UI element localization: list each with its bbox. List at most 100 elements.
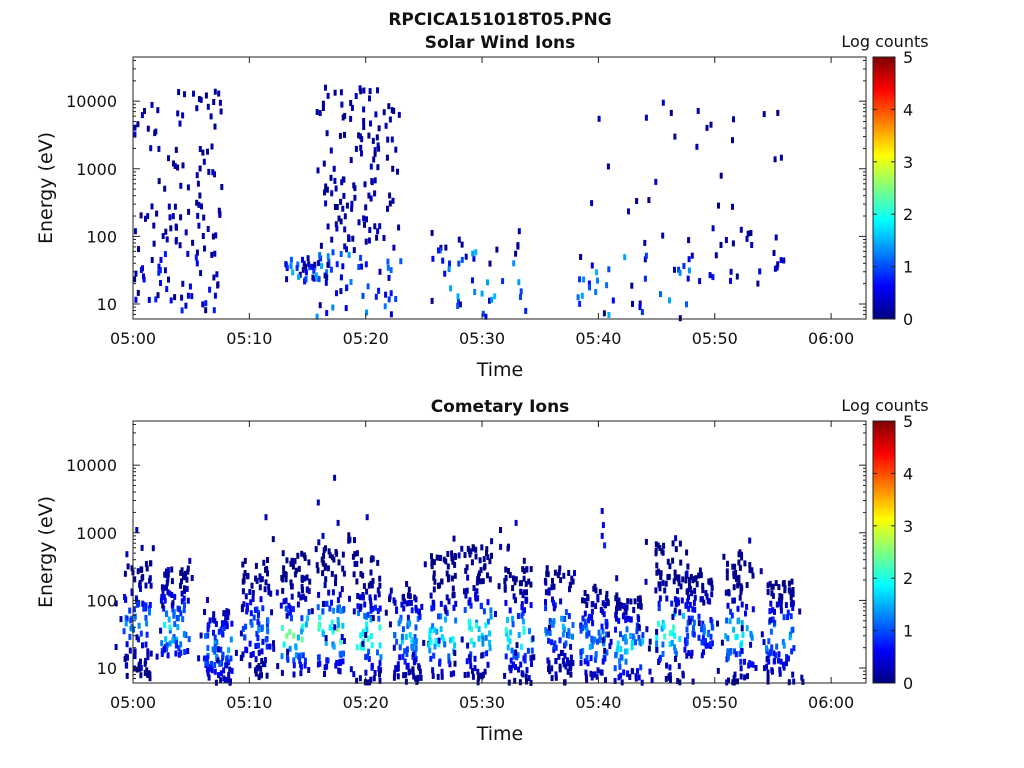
data-cell [276, 663, 280, 670]
data-cell [457, 260, 461, 267]
data-cell [767, 638, 771, 645]
data-cell [173, 294, 177, 301]
data-cell [550, 639, 553, 646]
data-cell [789, 613, 793, 620]
data-cell [296, 552, 300, 559]
data-cell [517, 228, 521, 235]
data-cell [341, 551, 345, 558]
x-tick-label: 05:30 [459, 693, 505, 712]
data-cell [504, 566, 508, 573]
data-cell [297, 565, 301, 572]
data-cell [148, 675, 152, 682]
data-cell [394, 146, 398, 153]
data-cell [182, 631, 186, 638]
panel-title: Cometary Ions [431, 397, 570, 417]
data-cell [339, 218, 343, 225]
data-cell [378, 642, 382, 649]
data-cell [561, 631, 565, 638]
data-cell [134, 270, 138, 277]
data-cell [364, 204, 368, 211]
data-cell [600, 669, 604, 676]
data-cell [643, 275, 647, 282]
data-cell [358, 594, 362, 601]
data-cell [365, 621, 369, 628]
data-cell [260, 672, 263, 679]
data-cell [339, 251, 343, 257]
data-cell [746, 673, 749, 680]
data-cell [579, 653, 583, 660]
data-cell [341, 607, 345, 614]
data-cell [579, 648, 583, 655]
data-cell [367, 655, 371, 662]
data-cell [335, 204, 339, 210]
data-cell [665, 662, 669, 669]
data-cell [159, 597, 163, 604]
data-cell [557, 653, 561, 660]
data-cell [289, 579, 293, 586]
data-cell [203, 245, 206, 252]
data-cell [336, 607, 340, 613]
data-cell [567, 613, 571, 620]
data-cell [336, 519, 340, 526]
data-cell [336, 617, 340, 624]
data-cell [726, 648, 730, 655]
data-cell [656, 542, 660, 549]
data-cell [224, 615, 228, 622]
data-cell [146, 672, 150, 678]
data-cell [144, 614, 148, 621]
data-cell [790, 648, 794, 655]
data-cell [481, 578, 485, 585]
data-cell [568, 663, 572, 670]
data-cell [364, 654, 368, 661]
data-cell [478, 557, 482, 564]
data-cell [681, 670, 685, 677]
data-cell [369, 602, 373, 609]
data-cell [719, 242, 723, 248]
data-cell [368, 594, 372, 601]
data-cell [187, 208, 191, 215]
data-cell [241, 578, 245, 585]
data-cell [243, 634, 247, 641]
data-cell [379, 667, 383, 674]
data-cell [686, 633, 690, 639]
data-cell [170, 578, 174, 585]
data-cell [776, 109, 780, 116]
data-cell [331, 249, 335, 256]
data-cell [222, 667, 226, 674]
data-cell [340, 179, 344, 186]
data-cell [339, 89, 343, 96]
data-cell [629, 598, 633, 605]
data-cell [606, 631, 610, 638]
data-cell [431, 623, 435, 630]
data-cell [686, 275, 690, 282]
data-cell [157, 145, 161, 152]
data-cell [544, 599, 547, 605]
data-cell [266, 570, 269, 577]
data-cell [369, 633, 373, 639]
data-cell [600, 508, 604, 514]
colorbar-label: Log counts [841, 32, 928, 51]
data-cell [398, 654, 402, 661]
data-cell [365, 514, 369, 521]
data-cell [206, 597, 209, 603]
data-cell [355, 550, 359, 557]
data-cell [625, 615, 629, 622]
data-cell [186, 565, 190, 572]
data-cell [226, 676, 229, 683]
data-cell [341, 565, 345, 572]
y-tick-label: 100 [86, 227, 117, 246]
data-cell [339, 638, 343, 645]
data-cell [255, 630, 259, 637]
data-cell [474, 546, 478, 553]
data-cell [297, 273, 301, 280]
data-cell [375, 234, 379, 241]
data-cell [356, 593, 360, 599]
data-cell [485, 550, 488, 557]
data-cell [428, 647, 432, 654]
data-cell [301, 652, 305, 659]
data-cell [244, 593, 248, 600]
data-cell [182, 607, 186, 614]
data-cell [506, 545, 510, 552]
data-cell [377, 591, 381, 598]
data-cell [470, 626, 473, 633]
